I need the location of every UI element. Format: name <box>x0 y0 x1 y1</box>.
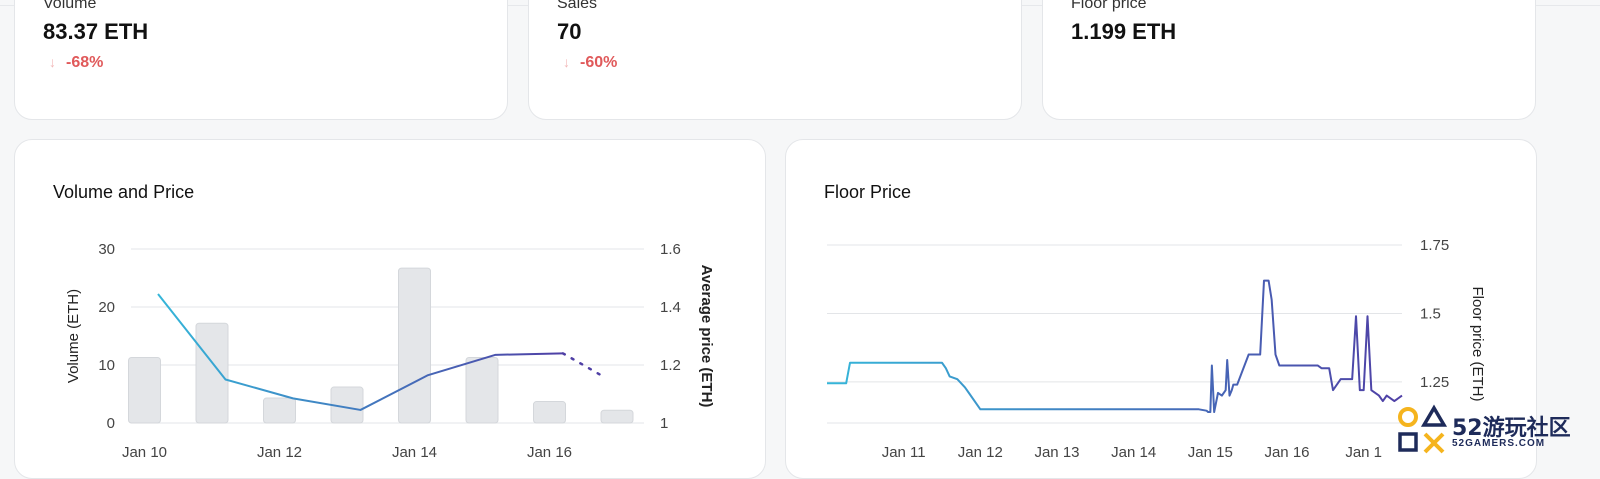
volume-bar <box>398 267 431 424</box>
y2-tick-label: 1.2 <box>660 357 681 374</box>
x-tick-label: Jan 13 <box>1034 444 1079 461</box>
volume-bar <box>195 322 229 424</box>
y2-axis-label: Average price (ETH) <box>698 265 715 408</box>
stat-card-sales: Sales 70 ↓ -60% <box>528 0 1022 120</box>
y2-tick-label: 1.6 <box>660 241 681 258</box>
volume-bar <box>128 356 161 424</box>
y-tick-label: 1.5 <box>1420 305 1441 322</box>
y-axis-label: Floor price (ETH) <box>1469 286 1486 401</box>
y-tick-label: 0 <box>107 415 115 432</box>
stat-value: 1.199 ETH <box>1071 19 1177 44</box>
stat-label: Sales <box>557 0 598 12</box>
price-line <box>157 293 564 411</box>
stat-change: ↓ -68% <box>49 54 103 72</box>
stat-label: Floor price <box>1071 0 1147 12</box>
y2-tick-label: 1.4 <box>660 299 681 316</box>
x-tick-label: Jan 11 <box>882 444 926 461</box>
x-tick-label: Jan 1 <box>1345 444 1382 461</box>
x-tick-label: Jan 12 <box>958 444 1003 461</box>
stat-label: Volume <box>43 0 97 12</box>
volume-bar <box>465 356 499 424</box>
stat-change-value: -68% <box>66 54 104 71</box>
volume-bar <box>533 401 566 424</box>
y-tick-label: 30 <box>98 241 115 258</box>
x-tick-label: Jan 12 <box>257 444 302 461</box>
y-axis-label: Volume (ETH) <box>65 289 82 383</box>
stat-change-value: -60% <box>580 54 618 71</box>
stat-change: ↓ -60% <box>563 54 617 72</box>
y-tick-label: 1.25 <box>1420 374 1449 391</box>
stat-value: 70 <box>557 19 582 44</box>
arrow-down-icon: ↓ <box>563 54 570 70</box>
watermark-sub: 52GAMERS.COM <box>1452 438 1546 449</box>
y-tick-label: 20 <box>98 299 115 316</box>
floor-price-chart: 1.25 1.5 1.75 Jan 11 Jan 12 Jan 13 Jan 14 Jan 1… <box>827 237 1486 461</box>
stat-card-floor-price: Floor price 1.199 ETH <box>1042 0 1536 120</box>
arrow-down-icon: ↓ <box>49 54 56 70</box>
y-tick-label: 10 <box>98 357 115 374</box>
volume-bar <box>600 409 634 424</box>
chart-title: Volume and Price <box>53 182 195 202</box>
volume-price-chart: 0 10 20 30 1 1.2 1.4 1.6 Jan 10 Jan 12 Jan 14 Jan 1… <box>65 241 715 461</box>
y-tick-label: 1.75 <box>1420 237 1449 254</box>
x-tick-label: Jan 10 <box>122 444 167 461</box>
volume-bar <box>263 397 296 424</box>
x-tick-label: Jan 16 <box>527 444 572 461</box>
stat-value: 83.37 ETH <box>43 19 149 44</box>
x-tick-label: Jan 16 <box>1264 444 1309 461</box>
chart-title: Floor Price <box>824 182 912 202</box>
x-tick-label: Jan 15 <box>1188 444 1233 461</box>
watermark-logo-icon <box>1398 404 1448 454</box>
stat-card-volume: Volume 83.37 ETH ↓ -68% <box>14 0 508 120</box>
x-tick-label: Jan 14 <box>392 444 437 461</box>
y2-tick-label: 1 <box>660 415 668 432</box>
floor-price-line <box>827 279 1403 414</box>
watermark-text: 52游玩社区 <box>1452 416 1571 441</box>
x-tick-label: Jan 14 <box>1111 444 1156 461</box>
price-forecast-line <box>561 352 605 378</box>
